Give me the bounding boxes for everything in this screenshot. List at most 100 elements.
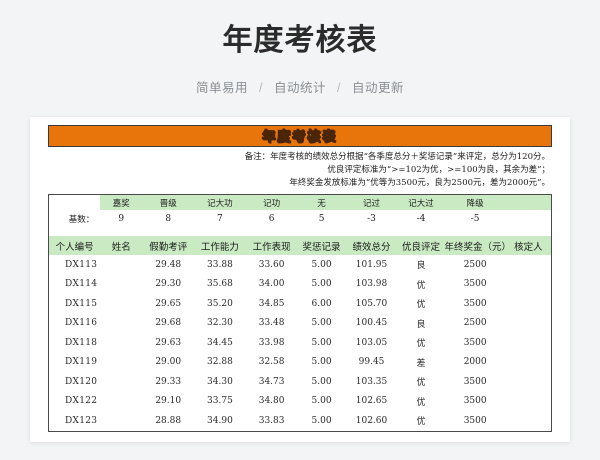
cell-work-performance: 33.98 bbox=[245, 333, 298, 353]
cell-approver bbox=[505, 391, 551, 412]
cell-attendance: 29.65 bbox=[142, 294, 195, 314]
cell-total-score: 100.45 bbox=[345, 313, 398, 334]
reward-scale-blank-cell bbox=[49, 195, 101, 211]
spreadsheet-card: 年度考核表 备注：年度考核的绩效总分根据“各季度总分＋奖惩记录”来评定，总分为1… bbox=[30, 116, 570, 442]
column-header-work-ability: 工作能力 bbox=[194, 236, 246, 256]
cell-rating: 优 bbox=[397, 391, 445, 412]
cell-personnel-id: DX118 bbox=[49, 333, 101, 353]
cell-attendance: 29.30 bbox=[142, 274, 195, 295]
cell-bonus: 3500 bbox=[444, 391, 506, 412]
cell-attendance: 29.48 bbox=[142, 255, 195, 275]
cell-work-performance: 34.80 bbox=[245, 391, 298, 412]
cell-personnel-id: DX115 bbox=[49, 294, 101, 314]
cell-personnel-id: DX113 bbox=[49, 255, 101, 275]
cell-approver bbox=[505, 313, 551, 334]
cell-reward-record: 5.00 bbox=[297, 333, 346, 353]
sheet-frame: 嘉奖 晋级 记大功 记功 无 记过 记大过 降级 基数： 9 8 bbox=[48, 194, 552, 432]
cell-attendance: 29.63 bbox=[142, 333, 195, 353]
page-subtitle: 简单易用 / 自动统计 / 自动更新 bbox=[0, 77, 600, 96]
cell-rating: 优 bbox=[397, 372, 445, 392]
column-header-personnel-id: 个人编号 bbox=[49, 236, 101, 256]
reward-scale-header-4: 无 bbox=[297, 195, 346, 211]
cell-attendance: 29.00 bbox=[142, 352, 195, 373]
cell-work-ability: 33.88 bbox=[194, 255, 246, 275]
reward-scale-header-7: 降级 bbox=[444, 195, 506, 211]
reward-scale-row-label: 基数： bbox=[49, 210, 101, 228]
cell-total-score: 103.05 bbox=[345, 333, 398, 353]
sheet-banner: 年度考核表 bbox=[48, 124, 552, 147]
reward-scale-header-0: 嘉奖 bbox=[100, 195, 143, 211]
table-row[interactable]: DX119 29.00 32.88 32.58 5.00 99.45 差 2000 bbox=[49, 352, 551, 373]
cell-personnel-id: DX123 bbox=[49, 411, 101, 431]
cell-name bbox=[100, 255, 143, 275]
cell-approver bbox=[505, 255, 551, 275]
table-row[interactable]: DX113 29.48 33.88 33.60 5.00 101.95 良 2500 bbox=[49, 255, 551, 275]
cell-attendance: 29.68 bbox=[142, 313, 195, 334]
cell-rating: 良 bbox=[397, 313, 445, 334]
reward-scale-value-5: -3 bbox=[345, 210, 398, 228]
reward-scale-header-6: 记大过 bbox=[397, 195, 445, 211]
table-spacer-cell bbox=[49, 227, 551, 237]
cell-work-performance: 34.00 bbox=[245, 274, 298, 295]
cell-approver bbox=[505, 274, 551, 295]
cell-total-score: 102.60 bbox=[345, 411, 398, 431]
cell-bonus: 2000 bbox=[444, 352, 506, 373]
page-header: 年度考核表 简单易用 / 自动统计 / 自动更新 bbox=[0, 0, 600, 96]
column-header-name: 姓名 bbox=[100, 236, 143, 256]
cell-work-ability: 35.68 bbox=[194, 274, 246, 295]
column-header-reward-record: 奖惩记录 bbox=[297, 236, 346, 256]
cell-name bbox=[100, 352, 143, 373]
cell-total-score: 102.65 bbox=[345, 391, 398, 412]
cell-reward-record: 5.00 bbox=[297, 313, 346, 334]
reward-scale-header-1: 晋级 bbox=[142, 195, 195, 211]
table-body: DX113 29.48 33.88 33.60 5.00 101.95 良 2500 DX114… bbox=[49, 255, 551, 431]
cell-reward-record: 5.00 bbox=[297, 255, 346, 275]
cell-approver bbox=[505, 411, 551, 431]
cell-work-ability: 34.30 bbox=[194, 372, 246, 392]
table-row[interactable]: DX123 28.88 34.90 33.83 5.00 102.60 优 3500 bbox=[49, 411, 551, 431]
sheet-notes: 备注：年度考核的绩效总分根据“各季度总分＋奖惩记录”来评定，总分为120分。 优… bbox=[48, 147, 552, 195]
cell-reward-record: 5.00 bbox=[297, 352, 346, 373]
table-header-row: 个人编号 姓名 假勤考评 工作能力 工作表现 奖惩记录 绩效总分 优良评定 年终… bbox=[49, 236, 551, 256]
cell-approver bbox=[505, 294, 551, 314]
table-row[interactable]: DX115 29.65 35.20 34.85 6.00 105.70 优 3500 bbox=[49, 294, 551, 314]
cell-attendance: 29.10 bbox=[142, 391, 195, 412]
table-row[interactable]: DX120 29.33 34.30 34.73 5.00 103.35 优 3500 bbox=[49, 372, 551, 392]
table-row[interactable]: DX114 29.30 35.68 34.00 5.00 103.98 优 3500 bbox=[49, 274, 551, 295]
cell-bonus: 2500 bbox=[444, 313, 506, 334]
note-line-1: 备注：年度考核的绩效总分根据“各季度总分＋奖惩记录”来评定，总分为120分。 bbox=[244, 151, 550, 162]
cell-personnel-id: DX120 bbox=[49, 372, 101, 392]
cell-work-performance: 33.83 bbox=[245, 411, 298, 431]
cell-name bbox=[100, 274, 143, 295]
cell-work-performance: 33.48 bbox=[245, 313, 298, 334]
reward-scale-header-3: 记功 bbox=[245, 195, 298, 211]
cell-rating: 良 bbox=[397, 255, 445, 275]
cell-rating: 差 bbox=[397, 352, 445, 373]
cell-rating: 优 bbox=[397, 274, 445, 295]
subtitle-separator-2: / bbox=[336, 80, 341, 95]
reward-scale-header-2: 记大功 bbox=[194, 195, 246, 211]
table-row[interactable]: DX116 29.68 32.30 33.48 5.00 100.45 良 2500 bbox=[49, 313, 551, 334]
table-row[interactable]: DX118 29.63 34.45 33.98 5.00 103.05 优 3500 bbox=[49, 333, 551, 353]
cell-work-performance: 33.60 bbox=[245, 255, 298, 275]
reward-scale-value-row: 基数： 9 8 7 6 5 -3 -4 -5 bbox=[49, 210, 551, 228]
cell-total-score: 105.70 bbox=[345, 294, 398, 314]
page-title: 年度考核表 bbox=[222, 24, 378, 57]
subtitle-item-1: 简单易用 bbox=[196, 80, 249, 95]
reward-scale-header-5: 记过 bbox=[345, 195, 398, 211]
cell-name bbox=[100, 294, 143, 314]
cell-total-score: 103.35 bbox=[345, 372, 398, 392]
cell-name bbox=[100, 372, 143, 392]
column-header-total-score: 绩效总分 bbox=[345, 236, 398, 256]
column-header-approver: 核定人 bbox=[505, 236, 551, 256]
cell-bonus: 3500 bbox=[444, 294, 506, 314]
note-line-3: 年终奖金发放标准为“优等为3500元，良为2500元，差为2000元”。 bbox=[289, 177, 550, 188]
reward-scale-value-6: -4 bbox=[397, 210, 445, 228]
column-header-work-performance: 工作表现 bbox=[245, 236, 298, 256]
cell-work-performance: 32.58 bbox=[245, 352, 298, 373]
table-row[interactable]: DX122 29.10 33.75 34.80 5.00 102.65 优 3500 bbox=[49, 391, 551, 412]
cell-bonus: 3500 bbox=[444, 333, 506, 353]
cell-bonus: 3500 bbox=[444, 274, 506, 295]
cell-approver bbox=[505, 333, 551, 353]
cell-work-ability: 35.20 bbox=[194, 294, 246, 314]
